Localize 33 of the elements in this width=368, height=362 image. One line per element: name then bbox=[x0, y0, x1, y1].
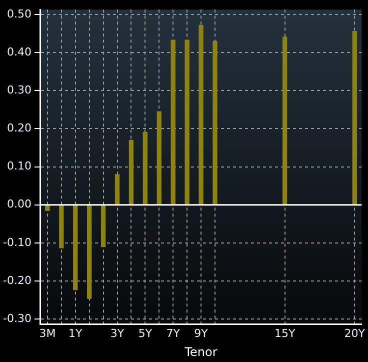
bar bbox=[100, 205, 106, 248]
x-tick-label: 5Y bbox=[138, 326, 152, 340]
bar bbox=[212, 40, 218, 205]
y-tick-label: -0.20 bbox=[2, 274, 32, 287]
x-tick-label: 9Y bbox=[194, 326, 208, 340]
bar bbox=[128, 140, 134, 205]
y-tick-label: 0.50 bbox=[6, 7, 32, 20]
bar bbox=[156, 111, 162, 205]
bar bbox=[198, 24, 204, 205]
x-tick-label: 1Y bbox=[68, 326, 83, 340]
y-tick-label: 0.20 bbox=[6, 122, 32, 135]
x-tick-label: 3M bbox=[39, 326, 56, 340]
bar bbox=[45, 205, 50, 211]
bar bbox=[282, 36, 288, 205]
y-tick-label: 0.10 bbox=[6, 160, 32, 173]
x-tick-label: 20Y bbox=[344, 326, 366, 340]
bar bbox=[87, 205, 92, 299]
bar bbox=[73, 205, 78, 290]
x-tick-label: 7Y bbox=[166, 326, 180, 340]
x-axis-title: Tenor bbox=[184, 344, 218, 359]
y-tick-label: 0.00 bbox=[6, 198, 32, 211]
x-tick-label: 3Y bbox=[110, 326, 124, 340]
y-tick-label: -0.10 bbox=[2, 236, 32, 249]
bar bbox=[114, 174, 120, 205]
bar bbox=[59, 205, 64, 248]
y-tick-label: -0.30 bbox=[2, 312, 32, 325]
bar bbox=[170, 40, 176, 205]
y-tick-label: 0.40 bbox=[6, 45, 32, 58]
bar bbox=[142, 132, 148, 205]
y-tick-label: 0.30 bbox=[6, 84, 32, 97]
bar bbox=[184, 40, 190, 205]
x-tick-label: 15Y bbox=[274, 326, 296, 340]
bar bbox=[352, 30, 357, 205]
